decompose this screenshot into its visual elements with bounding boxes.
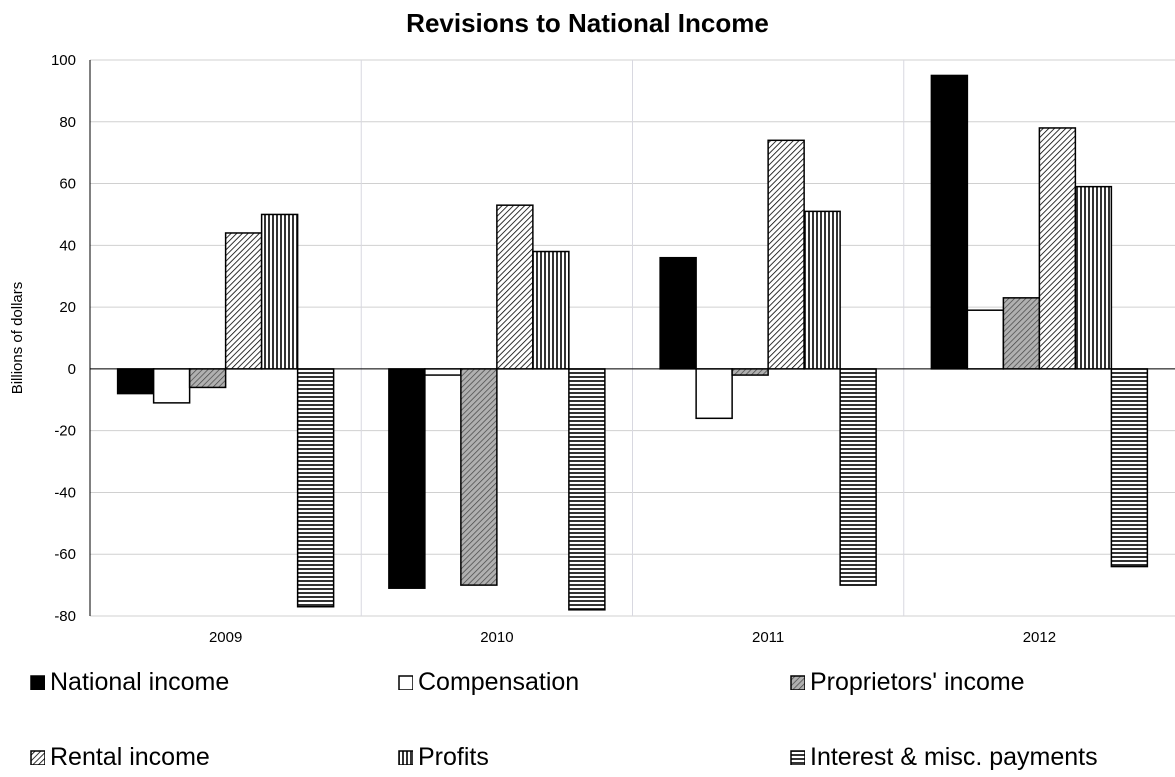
y-tick-label: 20	[59, 299, 76, 316]
chart-title: Revisions to National Income	[406, 8, 769, 38]
bar	[496, 204, 534, 370]
legend-swatch	[790, 675, 805, 690]
y-tick-label: 60	[59, 176, 76, 193]
y-tick-label: -60	[54, 546, 76, 563]
bar	[659, 256, 697, 370]
y-tick-label: 0	[68, 361, 76, 378]
bar	[424, 368, 462, 376]
legend-item: Interest & misc. payments	[790, 743, 1098, 772]
y-tick-label: 100	[51, 52, 76, 69]
bar	[930, 74, 969, 370]
legend-item: Profits	[398, 743, 489, 772]
legend-swatch	[790, 750, 805, 765]
bar	[1110, 368, 1149, 568]
x-tick-label: 2009	[209, 629, 242, 646]
bar	[260, 213, 299, 370]
legend-swatch	[398, 675, 413, 690]
legend-label: Interest & misc. payments	[810, 743, 1098, 771]
bar	[152, 368, 191, 404]
bar	[224, 232, 263, 370]
bar	[460, 368, 498, 586]
bar	[188, 368, 227, 389]
y-tick-label: -80	[54, 608, 76, 625]
legend-label: Compensation	[418, 668, 580, 696]
legend-item: National income	[30, 668, 229, 697]
legend-item: Compensation	[398, 668, 579, 697]
legend-swatch	[398, 750, 413, 765]
legend-swatch	[30, 675, 45, 690]
bar	[731, 368, 769, 376]
bar	[296, 368, 335, 608]
legend-item: Rental income	[30, 743, 210, 772]
legend-label: Profits	[418, 743, 489, 771]
bar	[1038, 127, 1077, 370]
bar	[1002, 297, 1041, 370]
legend-label: Proprietors' income	[810, 668, 1025, 696]
x-tick-label: 2012	[1023, 629, 1056, 646]
bar	[532, 250, 570, 370]
bar	[388, 368, 426, 589]
bar	[116, 368, 155, 395]
legend-swatch	[30, 750, 45, 765]
bar	[767, 139, 805, 370]
x-tick-label: 2010	[480, 629, 513, 646]
y-tick-label: -20	[54, 423, 76, 440]
legend-item: Proprietors' income	[790, 668, 1025, 697]
y-axis-title: Billions of dollars	[9, 282, 26, 395]
bar	[839, 368, 877, 586]
bar	[568, 368, 606, 611]
bar	[803, 210, 841, 370]
y-tick-label: -40	[54, 484, 76, 501]
legend-label: National income	[50, 668, 230, 696]
legend-label: Rental income	[50, 743, 210, 771]
bar	[966, 309, 1005, 370]
x-tick-label: 2011	[752, 629, 784, 646]
y-tick-label: 40	[59, 237, 76, 254]
bar	[695, 368, 733, 420]
bar	[1074, 185, 1113, 370]
y-tick-label: 80	[59, 114, 76, 131]
